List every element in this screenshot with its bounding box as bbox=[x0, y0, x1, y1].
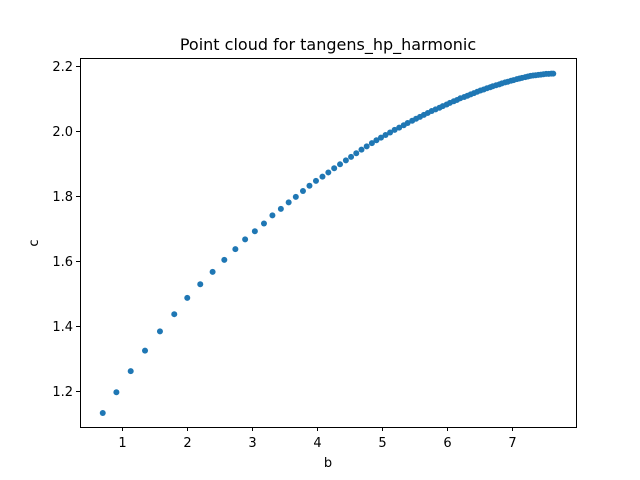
data-point bbox=[277, 205, 284, 212]
data-point bbox=[331, 165, 338, 172]
y-axis-ticks: 1.2 1.4 1.6 1.8 2.0 2.2 bbox=[52, 60, 80, 400]
x-tick-label: 6 bbox=[443, 436, 451, 451]
data-point bbox=[353, 150, 360, 157]
data-point bbox=[358, 146, 365, 153]
data-point bbox=[113, 389, 120, 396]
data-point bbox=[127, 368, 134, 375]
data-point bbox=[377, 134, 384, 141]
data-point bbox=[260, 220, 267, 227]
y-tick-label: 1.6 bbox=[52, 255, 73, 270]
x-tick-label: 7 bbox=[508, 436, 516, 451]
data-points bbox=[99, 70, 557, 417]
data-point bbox=[285, 199, 292, 206]
x-tick-label: 4 bbox=[313, 436, 321, 451]
data-point bbox=[306, 182, 313, 189]
data-point bbox=[387, 129, 394, 136]
data-point bbox=[292, 193, 299, 200]
x-tick-label: 1 bbox=[118, 436, 126, 451]
data-point bbox=[391, 126, 398, 133]
data-point bbox=[184, 294, 191, 301]
x-tick-label: 2 bbox=[183, 436, 191, 451]
chart-title: Point cloud for tangens_hp_harmonic bbox=[180, 35, 476, 55]
data-point bbox=[209, 268, 216, 275]
data-point bbox=[368, 140, 375, 147]
x-axis-label: b bbox=[324, 456, 332, 471]
data-point bbox=[337, 161, 344, 168]
x-axis-ticks: 1 2 3 4 5 6 7 bbox=[118, 427, 517, 451]
data-point bbox=[242, 236, 249, 243]
data-point bbox=[171, 311, 178, 318]
data-point bbox=[269, 212, 276, 219]
data-point bbox=[299, 187, 306, 194]
data-point bbox=[156, 328, 163, 335]
data-point bbox=[99, 410, 106, 417]
data-point bbox=[382, 132, 389, 139]
data-point bbox=[363, 143, 370, 150]
y-tick-label: 1.8 bbox=[52, 190, 73, 205]
x-tick-label: 5 bbox=[378, 436, 386, 451]
y-tick-label: 1.4 bbox=[52, 320, 73, 335]
data-point bbox=[232, 246, 239, 253]
data-point bbox=[373, 137, 380, 144]
data-point bbox=[404, 120, 411, 127]
plot-frame bbox=[80, 58, 577, 428]
y-tick-label: 2.0 bbox=[52, 125, 73, 140]
data-point bbox=[197, 281, 204, 288]
data-point bbox=[251, 228, 258, 235]
y-tick-label: 1.2 bbox=[52, 385, 73, 400]
data-point bbox=[325, 169, 332, 176]
data-point bbox=[550, 70, 557, 77]
data-point bbox=[396, 124, 403, 131]
data-point bbox=[142, 347, 149, 354]
y-axis-label: c bbox=[27, 239, 42, 246]
x-tick-label: 3 bbox=[248, 436, 256, 451]
data-point bbox=[348, 153, 355, 160]
data-point bbox=[221, 256, 228, 263]
data-point bbox=[319, 173, 326, 180]
data-point bbox=[312, 177, 319, 184]
y-tick-label: 2.2 bbox=[52, 60, 73, 75]
data-point bbox=[342, 157, 349, 164]
